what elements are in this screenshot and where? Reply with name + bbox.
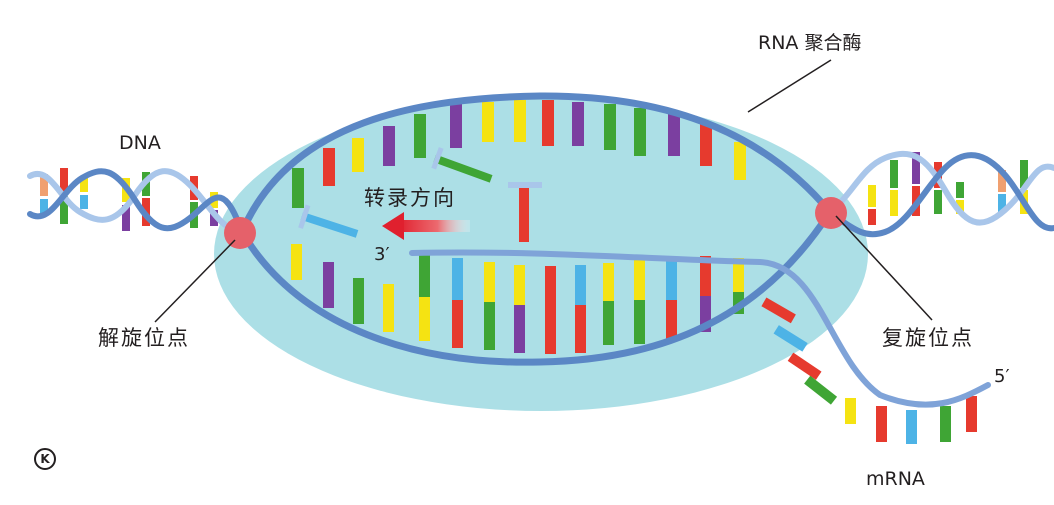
template-strand <box>238 208 834 366</box>
coding-strand-bases <box>292 100 746 208</box>
dna-label: DNA <box>119 132 161 154</box>
rna-polymerase-label: RNA 聚合酶 <box>758 32 862 54</box>
five-prime-label: 5′ <box>994 366 1010 387</box>
free-nucleotides <box>298 147 542 242</box>
transcription-direction-arrow <box>382 212 470 240</box>
mrna-strand <box>409 249 991 408</box>
three-prime-label: 3′ <box>374 244 390 265</box>
transcription-direction-label: 转录方向 <box>364 186 456 210</box>
mrna-label: mRNA <box>866 468 925 490</box>
mrna-bases <box>761 297 977 444</box>
unwinding-point-label: 解旋位点 <box>98 326 190 350</box>
unwinding-point-marker <box>224 217 256 249</box>
template-strand-bases <box>291 244 744 354</box>
rewinding-point-marker <box>815 197 847 229</box>
label-leader-lines <box>154 59 933 323</box>
dna-helix-strands <box>27 150 1054 238</box>
coding-strand <box>238 92 834 236</box>
rewinding-point-label: 复旋位点 <box>882 326 974 350</box>
publisher-logo: K <box>34 448 56 470</box>
